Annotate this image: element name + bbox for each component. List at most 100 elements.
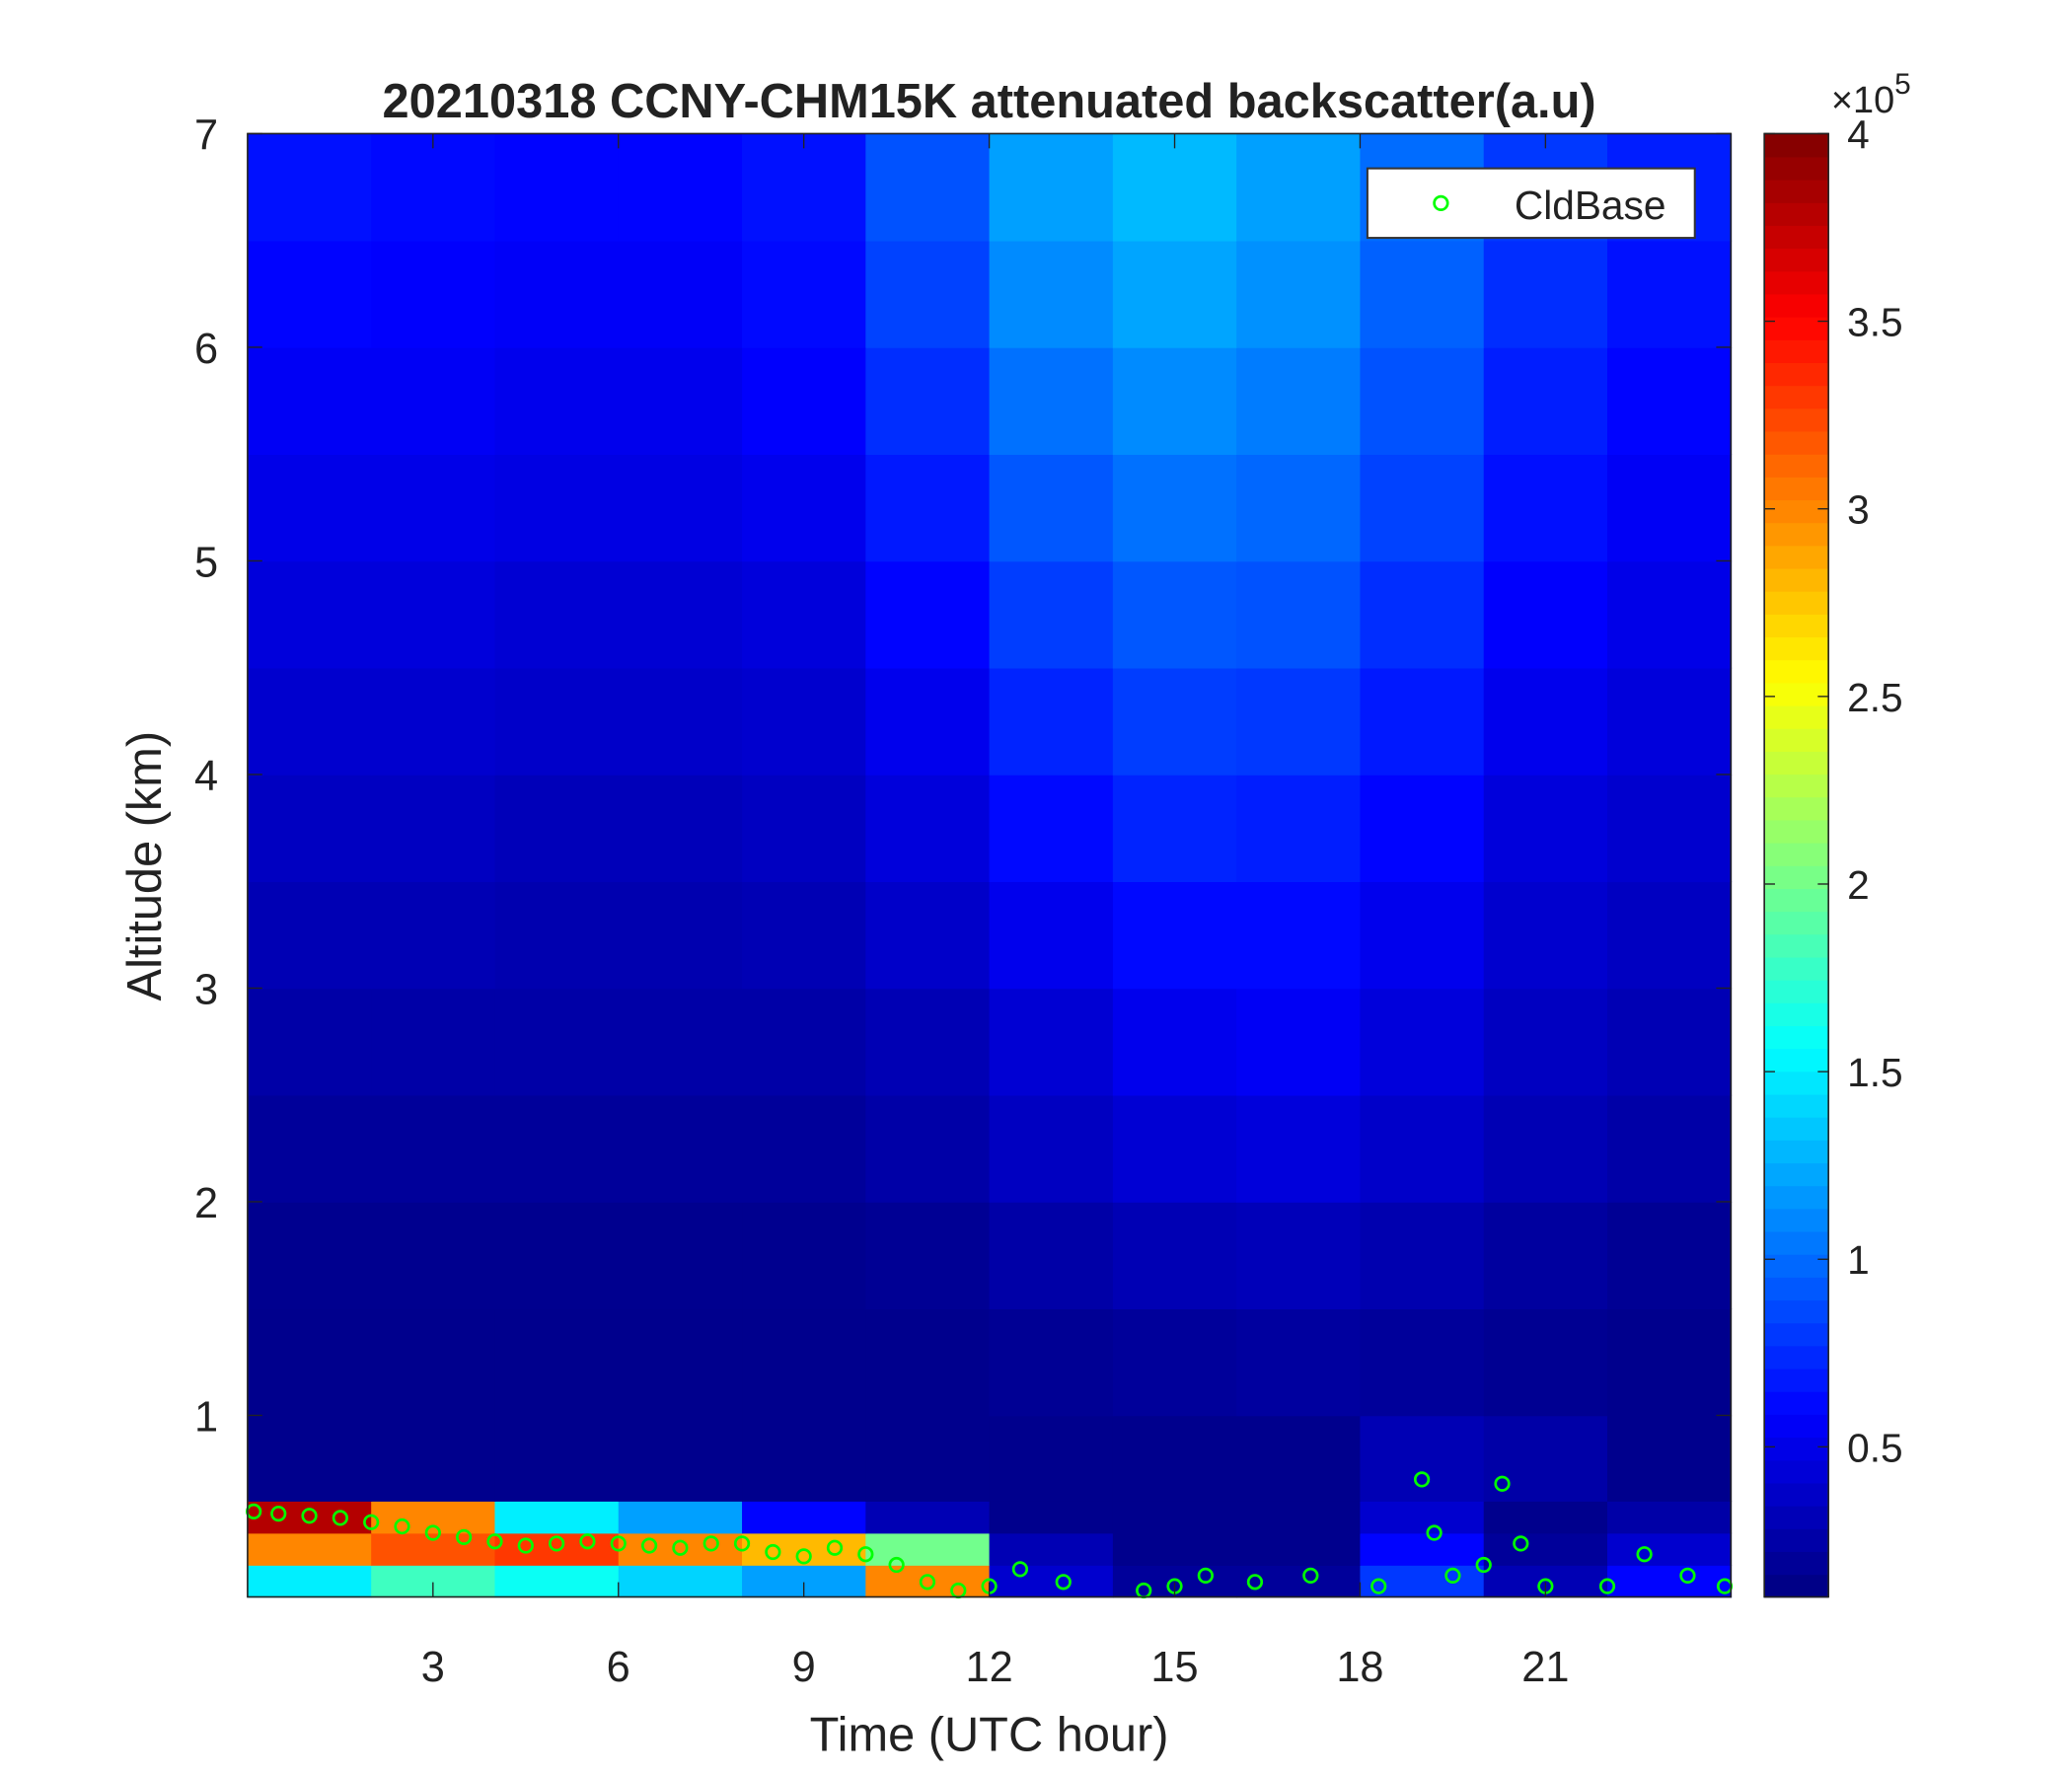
heatmap-cell bbox=[989, 1094, 1114, 1203]
legend-label: CldBase bbox=[1515, 183, 1666, 228]
colorbar-step bbox=[1764, 1093, 1829, 1118]
colorbar-step bbox=[1764, 293, 1829, 318]
colorbar-step bbox=[1764, 751, 1829, 776]
heatmap-cell bbox=[247, 667, 372, 776]
heatmap-cell bbox=[618, 1532, 743, 1566]
colorbar-step bbox=[1764, 1574, 1829, 1598]
heatmap-cell bbox=[1483, 1501, 1608, 1534]
cloud-base-point bbox=[857, 1546, 874, 1563]
heatmap-cell bbox=[494, 1501, 620, 1534]
y-axis-label: Altitude (km) bbox=[118, 731, 172, 1001]
colorbar-step bbox=[1764, 453, 1829, 478]
heatmap-cell bbox=[1112, 560, 1237, 669]
colorbar-step bbox=[1764, 1368, 1829, 1392]
heatmap-cell bbox=[1483, 1308, 1608, 1417]
heatmap-cell bbox=[989, 240, 1114, 348]
y-tick-label: 7 bbox=[194, 112, 218, 160]
heatmap-cell bbox=[1112, 1308, 1237, 1417]
colorbar-step bbox=[1764, 774, 1829, 798]
cloud-base-point bbox=[456, 1528, 473, 1546]
heatmap-cell bbox=[742, 346, 867, 456]
cloud-base-point bbox=[640, 1537, 658, 1554]
heatmap-cell bbox=[618, 1501, 743, 1534]
heatmap-cell bbox=[371, 988, 496, 1096]
cloud-base-point bbox=[1370, 1578, 1387, 1594]
heatmap-cell bbox=[494, 346, 620, 456]
cloud-base-point bbox=[394, 1517, 410, 1535]
heatmap-cell bbox=[1360, 454, 1485, 562]
heatmap-cell bbox=[494, 1565, 620, 1598]
heatmap-cell bbox=[1236, 1501, 1362, 1534]
colorbar-tick-label: 3 bbox=[1847, 487, 1870, 533]
heatmap-cell bbox=[989, 133, 1114, 242]
heatmap-cell bbox=[742, 560, 867, 669]
heatmap-cell bbox=[618, 240, 743, 348]
heatmap-cell bbox=[1360, 1501, 1485, 1534]
cloud-base-point bbox=[826, 1539, 844, 1556]
heatmap-cell bbox=[742, 1201, 867, 1310]
heatmap-cell bbox=[989, 667, 1114, 776]
colorbar-step bbox=[1764, 225, 1829, 250]
colorbar-step bbox=[1764, 1414, 1829, 1439]
heatmap-cell bbox=[865, 774, 991, 883]
heatmap-cell bbox=[1607, 1565, 1733, 1598]
heatmap-cell bbox=[247, 1501, 372, 1534]
heatmap-cell bbox=[989, 1565, 1114, 1598]
heatmap-cell bbox=[865, 1201, 991, 1310]
colorbar-step bbox=[1764, 1437, 1829, 1461]
cloud-base-point bbox=[1636, 1546, 1653, 1563]
heatmap-cell bbox=[742, 988, 867, 1096]
heatmap-cell bbox=[865, 560, 991, 669]
heatmap-cell bbox=[618, 881, 743, 990]
heatmap-cell bbox=[1360, 240, 1485, 348]
heatmap-cell bbox=[1360, 560, 1485, 669]
heatmap-cell bbox=[247, 881, 372, 990]
colorbar-step bbox=[1764, 1208, 1829, 1232]
heatmap-cell bbox=[742, 240, 867, 348]
colorbar-step bbox=[1764, 499, 1829, 524]
cloud-base-point bbox=[1302, 1567, 1319, 1584]
heatmap-cell bbox=[1607, 560, 1733, 669]
heatmap-cell bbox=[1112, 1201, 1237, 1310]
heatmap-cell bbox=[247, 133, 372, 242]
heatmap-cell bbox=[989, 454, 1114, 562]
heatmap-cell bbox=[1483, 774, 1608, 883]
heatmap-cell bbox=[494, 774, 620, 883]
heatmap-cell bbox=[865, 1308, 991, 1417]
legend-box bbox=[1366, 167, 1696, 240]
heatmap-cell bbox=[989, 1308, 1114, 1417]
heatmap-cell bbox=[989, 1501, 1114, 1534]
cloud-base-point bbox=[1513, 1535, 1529, 1552]
y-tick-label: 2 bbox=[194, 1180, 218, 1227]
x-tick-label: 6 bbox=[607, 1644, 630, 1691]
heatmap-cell bbox=[494, 240, 620, 348]
heatmap-cell bbox=[1483, 1532, 1608, 1566]
cloud-base-point bbox=[919, 1574, 936, 1591]
heatmap-cell bbox=[1607, 667, 1733, 776]
colorbar-step bbox=[1764, 270, 1829, 295]
heatmap-cell bbox=[247, 1532, 372, 1566]
heatmap-cell bbox=[1236, 988, 1362, 1096]
colorbar-step bbox=[1764, 979, 1829, 1003]
cloud-base-point bbox=[1444, 1567, 1461, 1584]
heatmap-cell bbox=[1112, 133, 1237, 242]
heatmap-cell bbox=[247, 1094, 372, 1203]
y-tick-label: 6 bbox=[194, 326, 218, 373]
heatmap-cell bbox=[371, 1308, 496, 1417]
cloud-base-point bbox=[672, 1539, 689, 1556]
colorbar-step bbox=[1764, 1025, 1829, 1050]
heatmap-cell bbox=[1112, 240, 1237, 348]
colorbar-step bbox=[1764, 522, 1829, 547]
heatmap-cell bbox=[494, 1415, 620, 1502]
heatmap-cell bbox=[494, 133, 620, 242]
heatmap-cell bbox=[247, 1565, 372, 1598]
heatmap-cell bbox=[1483, 1415, 1608, 1502]
heatmap-cell bbox=[494, 560, 620, 669]
heatmap-cell bbox=[494, 454, 620, 562]
heatmap-cell bbox=[1483, 667, 1608, 776]
colorbar-scale: ×105 bbox=[1831, 68, 1911, 121]
heatmap-cell bbox=[1360, 1415, 1485, 1502]
cloud-base-point bbox=[610, 1535, 627, 1552]
heatmap-cell bbox=[1607, 881, 1733, 990]
heatmap-cell bbox=[1483, 988, 1608, 1096]
